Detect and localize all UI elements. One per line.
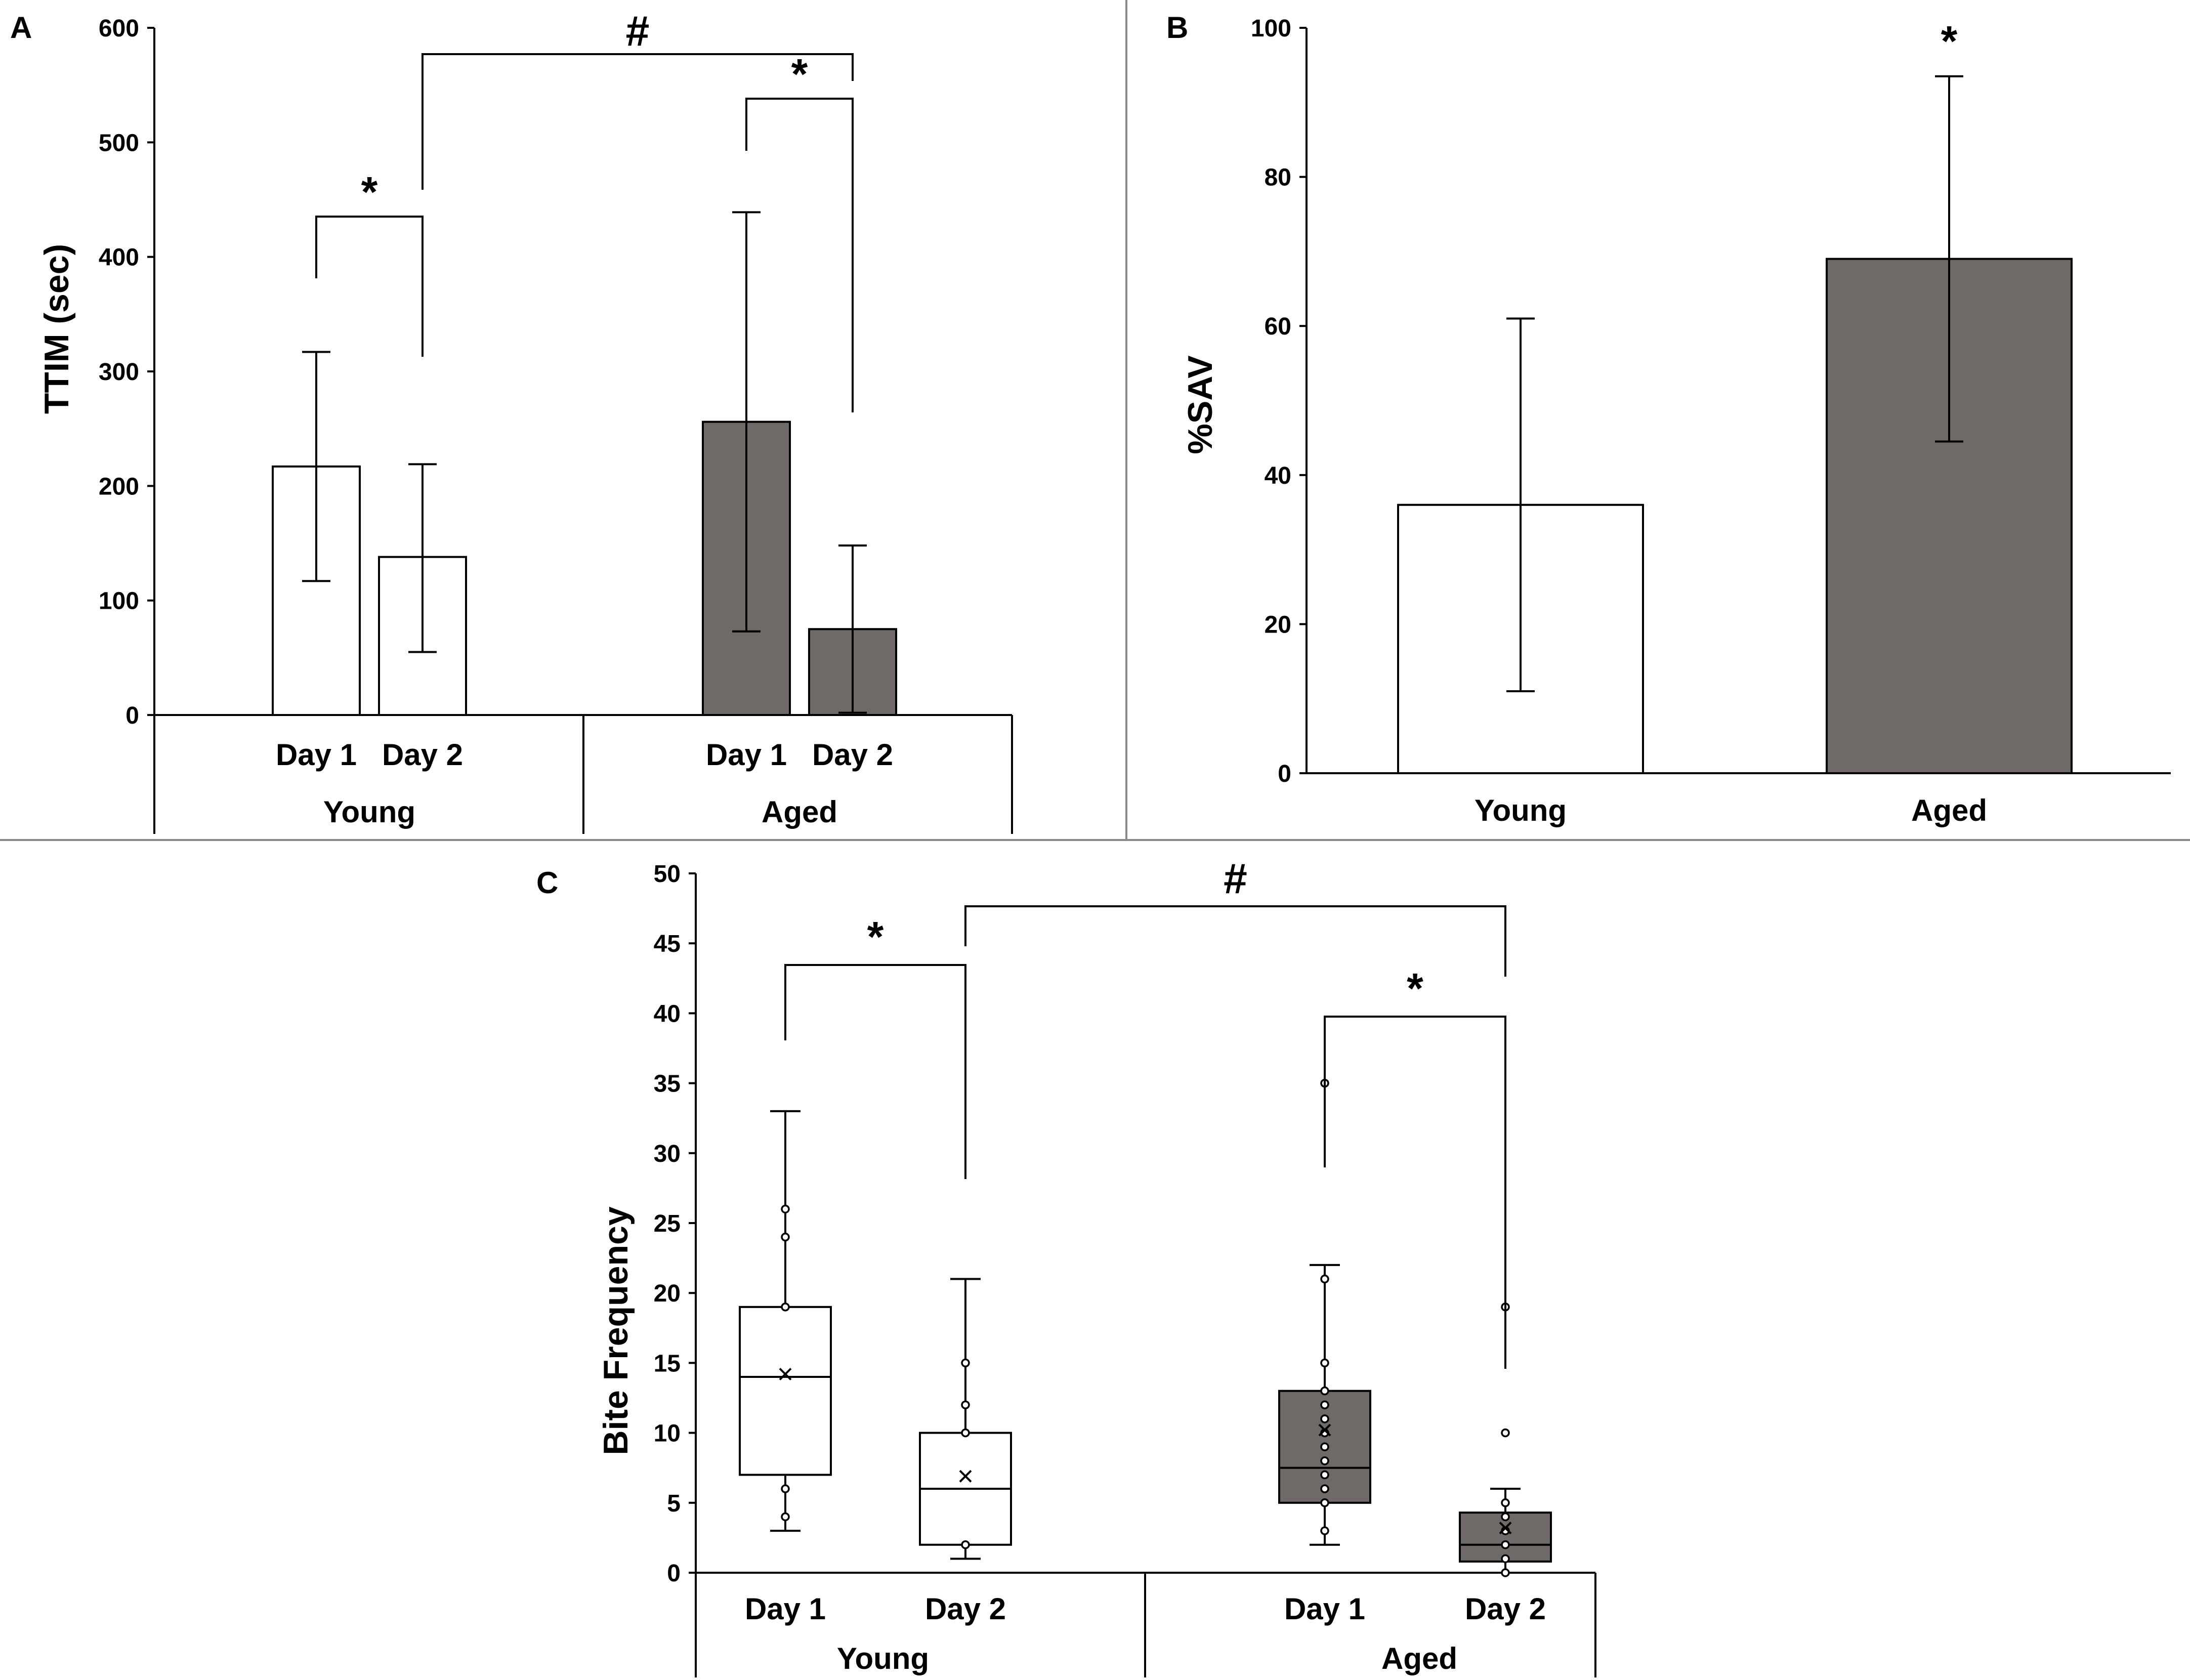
panel-c-annotation-young-bracket [784, 964, 966, 1179]
panel-a-y-tick-label: 0 [125, 702, 139, 729]
panel-a-y-tick-label: 600 [99, 15, 139, 42]
panel-c-y-tick-label: 50 [654, 861, 681, 888]
panel-a-x-tick-label: Day 1 [276, 738, 357, 772]
panel-c-y-tick-label: 35 [654, 1071, 681, 1098]
panel-a-x-tick-label: Day 1 [706, 738, 787, 772]
panel-c-data-point [781, 1232, 790, 1242]
panel-a-y-tick-label: 400 [99, 244, 139, 271]
panel-c-data-point [1320, 1442, 1329, 1451]
panel-a-annotation-hash-symbol: # [626, 7, 650, 55]
panel-a-x-tick-label: Day 2 [382, 738, 463, 772]
panel-c-data-point [961, 1540, 970, 1549]
panel-c-x-tick-label: Day 1 [745, 1592, 826, 1626]
panel-c-group-label: Aged [1381, 1642, 1457, 1675]
panel-c-y-tick-label: 45 [654, 931, 681, 957]
panel-a-annotation-young-symbol: * [361, 168, 378, 216]
panel-c-data-point [781, 1512, 790, 1522]
panel-c-data-point [1320, 1414, 1329, 1423]
panel-c-y-tick-label: 10 [654, 1420, 681, 1447]
panel-c-data-point [1320, 1484, 1329, 1493]
panel-c-annotation-aged-symbol: * [1407, 964, 1423, 1012]
panel-c-chart: 0 5 10 15 20 25 30 35 40 45 50 Day 1 Day 2 Young Day 1… [654, 855, 1596, 1677]
panel-c-y-tick-label: 20 [654, 1280, 681, 1307]
panel-c-data-point [1320, 1386, 1329, 1396]
panel-c-x-tick-label: Day 2 [925, 1592, 1006, 1626]
panel-c-annotation-young-symbol: * [867, 913, 884, 960]
panel-b-y-tick-label: 20 [1265, 611, 1291, 638]
panel-c-data-point [1320, 1358, 1329, 1368]
panel-a-annotation-young-bracket [315, 216, 424, 357]
panel-c-data-point [1320, 1526, 1329, 1535]
panel-c-data-point [1320, 1400, 1329, 1410]
panel-a-x-tick-label: Day 2 [812, 738, 893, 772]
panel-c-y-tick-label: 0 [667, 1560, 681, 1587]
panel-a-y-tick-label: 100 [99, 588, 139, 615]
panel-c-mean-marker [959, 1469, 972, 1483]
panel-c-x-tick-label: Day 2 [1465, 1592, 1546, 1626]
panel-c-data-point [781, 1303, 790, 1312]
panel-a-group-label: Aged [762, 795, 837, 829]
panel-c-data-point [1501, 1428, 1510, 1438]
panel-c-mean-marker [779, 1368, 792, 1380]
panel-c-data-point [961, 1428, 970, 1438]
panel-c-data-point [1501, 1540, 1510, 1549]
panel-c-x-tick-label: Day 1 [1284, 1592, 1365, 1626]
panel-a-annotation-aged-symbol: * [791, 50, 808, 98]
panel-c-group-label: Young [837, 1642, 929, 1675]
panel-c-data-point [1320, 1470, 1329, 1480]
panel-c-data-point [781, 1204, 790, 1214]
panel-c-mean-marker [1499, 1522, 1512, 1534]
panel-label-a: A [10, 11, 32, 45]
panel-b-y-tick-label: 100 [1251, 15, 1291, 42]
panel-a-annotation-hash-bracket [422, 53, 854, 190]
panel-a-y-tick-label: 300 [99, 359, 139, 386]
panel-c-y-tick-label: 25 [654, 1210, 681, 1237]
panel-label-c: C [536, 866, 558, 900]
panel-a-y-axis-label: TTIM (sec) [37, 244, 76, 414]
panel-c-annotation-hash-bracket [964, 905, 1506, 977]
panel-c-data-point [1501, 1568, 1510, 1577]
panel-c-data-point [961, 1400, 970, 1410]
panel-c-data-point [781, 1484, 790, 1493]
panel-a-group-label: Young [323, 795, 415, 829]
panel-c-box [739, 1306, 832, 1476]
panel-c-data-point [1320, 1274, 1329, 1284]
panel-b-chart: 0 20 40 60 80 100 Young Aged * [1251, 15, 2171, 827]
panel-a-y-tick-label: 200 [99, 473, 139, 500]
panel-a-y-tick-label: 500 [99, 130, 139, 156]
panel-label-b: B [1166, 11, 1188, 45]
panel-a-annotation-aged-bracket [745, 98, 854, 412]
panel-c-y-axis-label: Bite Frequency [597, 1206, 635, 1455]
panel-c-annotation-aged-bracket [1324, 1016, 1506, 1369]
panel-c-y-tick-label: 15 [654, 1350, 681, 1377]
panel-c-data-point [1320, 1456, 1329, 1465]
panel-c-data-point [1501, 1512, 1510, 1522]
panel-b-x-tick-label: Young [1475, 793, 1567, 827]
panel-c-data-point [1320, 1498, 1329, 1507]
panel-c-data-point [961, 1358, 970, 1368]
panel-c-y-tick-label: 30 [654, 1141, 681, 1167]
panel-c-data-point [1501, 1498, 1510, 1507]
panel-c-data-point [1501, 1554, 1510, 1564]
panel-b-annotation-symbol: * [1941, 17, 1958, 65]
panel-c-y-tick-label: 40 [654, 1000, 681, 1027]
panel-a-chart: 0 100 200 300 400 500 600 Day 1 Day 2 Young Day 1 D… [99, 7, 1013, 834]
panel-b-y-tick-label: 40 [1265, 463, 1291, 489]
panel-c-mean-marker [1318, 1423, 1331, 1437]
panel-b-x-tick-label: Aged [1911, 793, 1987, 827]
panel-c-annotation-hash-symbol: # [1224, 855, 1247, 902]
panel-b-y-axis-label: %SAV [1181, 355, 1219, 454]
panel-b-y-tick-label: 80 [1265, 164, 1291, 191]
panel-b-y-tick-label: 60 [1265, 313, 1291, 340]
panel-c-y-tick-label: 5 [667, 1490, 681, 1517]
panel-b-y-tick-label: 0 [1278, 761, 1291, 787]
